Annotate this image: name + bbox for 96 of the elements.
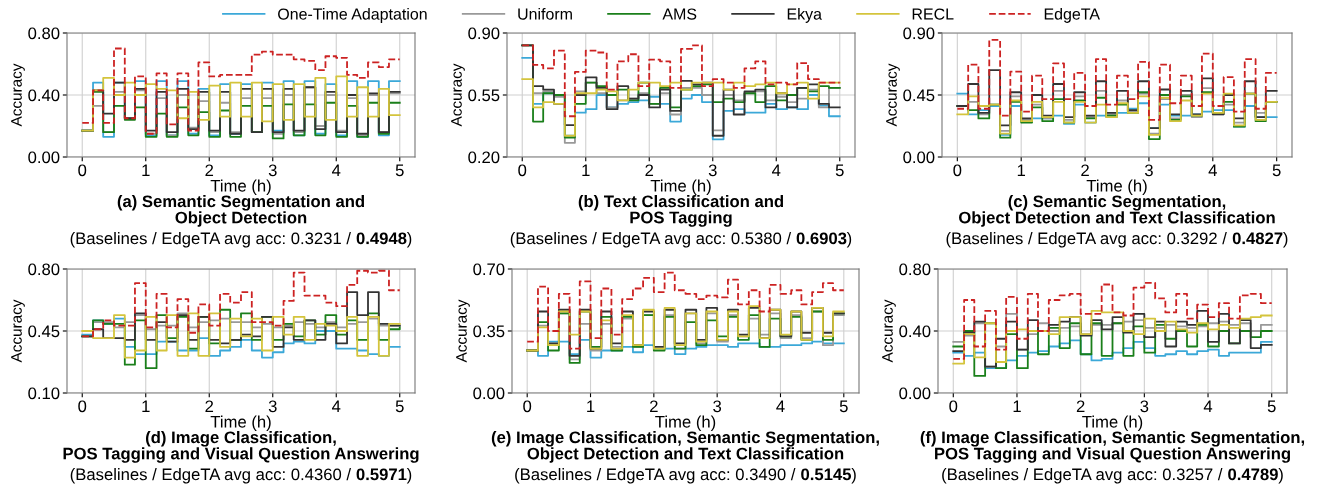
y-tick-label: 0.00: [473, 387, 505, 400]
text: (Baselines / EdgeTA avg acc: 0.3257 /: [942, 468, 1223, 484]
text: (a) Semantic Segmentation and Object Detection: [117, 195, 365, 227]
text: (c) Semantic Segmentation, Object Detection and Text Classification: [959, 195, 1275, 227]
text: 0.5971: [356, 468, 407, 481]
text: 0.4948: [356, 232, 407, 245]
y-tick-label: 0.45: [28, 325, 60, 338]
legend-label: EdgeTA: [1044, 7, 1100, 23]
x-axis-title: Time (h): [655, 415, 716, 432]
y-tick-label: 0.55: [468, 89, 500, 102]
y-tick-label: 0.90: [468, 27, 500, 40]
x-tick-label: 2: [645, 164, 654, 177]
y-tick-label: 0.45: [903, 89, 935, 102]
x-tick-label: 4: [332, 400, 341, 413]
x-tick-label: 5: [835, 164, 844, 177]
text: (Baselines / EdgeTA avg acc: 0.5380 /: [510, 232, 792, 248]
x-tick-label: 2: [1076, 400, 1085, 413]
y-tick-label: 0.70: [473, 263, 505, 276]
legend-label: Uniform: [518, 7, 572, 20]
y-tick-label: 0.00: [903, 151, 935, 164]
x-axis-title: Time (h): [210, 179, 271, 196]
text: 0.6903: [796, 232, 847, 245]
text: 0.4789: [1228, 468, 1278, 481]
x-axis-title: Time (h): [650, 179, 711, 196]
x-tick-label: 2: [205, 164, 214, 177]
x-tick-label: 3: [1144, 164, 1153, 177]
text: (b) Text Classification and POS Tagging: [578, 195, 784, 227]
x-tick-label: 0: [78, 400, 87, 413]
x-tick-label: 1: [142, 400, 150, 413]
x-tick-label: 1: [582, 164, 590, 177]
y-tick-label: 0.80: [28, 27, 60, 40]
y-tick-label: 0.35: [473, 325, 505, 338]
legend-label: One-Time Adaptation: [278, 7, 427, 23]
x-tick-label: 5: [395, 164, 404, 177]
y-axis-title: Accuracy: [882, 299, 896, 363]
text: ): [406, 468, 412, 484]
x-tick-label: 0: [523, 400, 532, 413]
text: 0.5145: [801, 468, 852, 481]
y-axis-title: Accuracy: [11, 299, 25, 363]
y-axis-title: Accuracy: [11, 63, 25, 127]
x-tick-label: 5: [1267, 400, 1276, 413]
text: ): [1278, 468, 1283, 484]
x-tick-label: 3: [708, 164, 717, 177]
x-tick-label: 1: [587, 400, 595, 413]
y-tick-label: 0.90: [903, 27, 935, 40]
x-tick-label: 1: [142, 164, 150, 177]
x-tick-label: 3: [268, 400, 277, 413]
text: ): [851, 468, 856, 484]
x-tick-label: 5: [839, 400, 848, 413]
x-tick-label: 2: [650, 400, 658, 413]
text: (Baselines / EdgeTA avg acc: 0.3292 /: [946, 232, 1227, 248]
y-tick-label: 0.40: [28, 89, 60, 102]
legend-label: AMS: [662, 8, 697, 20]
x-tick-label: 4: [776, 400, 785, 413]
x-tick-label: 3: [713, 400, 722, 413]
y-tick-label: 0.10: [28, 387, 60, 400]
x-tick-label: 0: [518, 164, 527, 177]
x-tick-label: 2: [1081, 164, 1089, 177]
x-axis-title: Time (h): [1086, 179, 1147, 196]
text: (e) Image Classification, Semantic Segmentation, Object Detection and Text Classification: [491, 431, 879, 463]
legend-label: RECL: [912, 8, 954, 20]
text: ): [406, 232, 412, 248]
y-tick-label: 0.80: [899, 263, 931, 276]
y-axis-title: Accuracy: [456, 299, 470, 363]
x-tick-label: 4: [1208, 164, 1217, 177]
y-tick-label: 0.00: [899, 387, 931, 400]
x-tick-label: 0: [78, 164, 87, 177]
text: (Baselines / EdgeTA avg acc: 0.3231 /: [70, 232, 351, 248]
text: (Baselines / EdgeTA avg acc: 0.3490 /: [515, 468, 796, 484]
x-tick-label: 2: [205, 400, 214, 413]
x-tick-label: 3: [268, 164, 277, 177]
y-tick-label: 0.20: [468, 151, 500, 164]
y-tick-label: 0.00: [28, 151, 60, 164]
y-tick-label: 0.80: [28, 263, 60, 276]
text: ): [846, 232, 852, 248]
y-axis-title: Accuracy: [451, 63, 465, 127]
x-tick-label: 1: [1013, 400, 1021, 413]
x-tick-label: 5: [395, 400, 404, 413]
x-tick-label: 1: [1017, 164, 1026, 177]
x-tick-label: 0: [953, 164, 962, 177]
y-tick-label: 0.40: [899, 325, 931, 338]
x-axis-title: Time (h): [1082, 415, 1143, 432]
x-tick-label: 4: [1203, 400, 1213, 413]
x-axis-title: Time (h): [210, 415, 271, 432]
x-tick-label: 4: [332, 164, 341, 177]
x-tick-label: 4: [772, 164, 781, 177]
x-tick-label: 5: [1272, 164, 1281, 177]
text: (Baselines / EdgeTA avg acc: 0.4360 /: [70, 468, 352, 484]
x-tick-label: 3: [1140, 400, 1149, 413]
text: 0.4827: [1232, 232, 1283, 245]
legend-label: Ekya: [787, 7, 822, 23]
y-axis-title: Accuracy: [886, 63, 900, 127]
text: ): [1282, 232, 1288, 248]
text: (f) Image Classification, Semantic Segmentation, POS Tagging and Visual Question Answering: [920, 431, 1305, 463]
text: (d) Image Classification, POS Tagging and Visual Question Answering: [63, 431, 419, 463]
x-tick-label: 0: [949, 400, 958, 413]
